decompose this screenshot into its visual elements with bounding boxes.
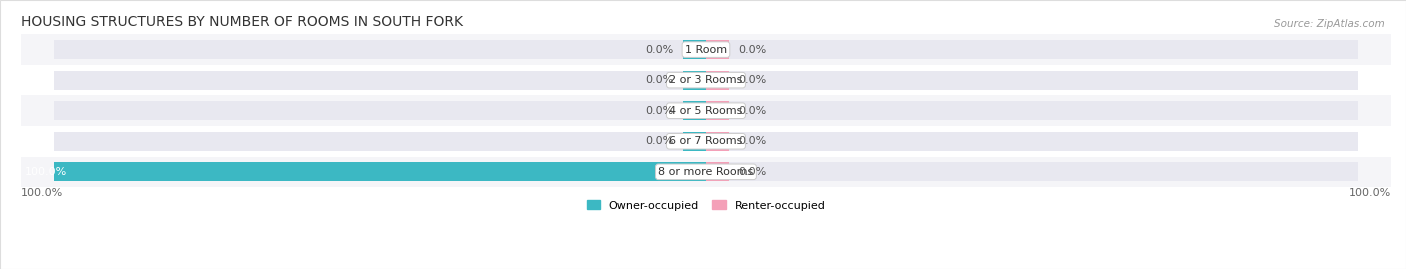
Text: 0.0%: 0.0% — [645, 136, 673, 146]
Text: 0.0%: 0.0% — [738, 167, 766, 177]
Bar — [53, 40, 706, 59]
Bar — [706, 40, 1358, 59]
Bar — [706, 162, 1358, 181]
Text: 0.0%: 0.0% — [645, 45, 673, 55]
Bar — [53, 162, 706, 181]
Text: 0.0%: 0.0% — [645, 106, 673, 116]
Bar — [21, 157, 1391, 187]
Bar — [21, 95, 1391, 126]
Bar — [53, 71, 706, 90]
Bar — [21, 34, 1391, 65]
Text: 6 or 7 Rooms: 6 or 7 Rooms — [669, 136, 742, 146]
Text: Source: ZipAtlas.com: Source: ZipAtlas.com — [1274, 19, 1385, 29]
Bar — [706, 132, 728, 151]
Text: 0.0%: 0.0% — [738, 75, 766, 85]
Text: 0.0%: 0.0% — [738, 106, 766, 116]
Text: 2 or 3 Rooms: 2 or 3 Rooms — [669, 75, 742, 85]
Bar — [53, 132, 706, 151]
Bar — [706, 71, 728, 90]
Text: 0.0%: 0.0% — [645, 75, 673, 85]
Text: HOUSING STRUCTURES BY NUMBER OF ROOMS IN SOUTH FORK: HOUSING STRUCTURES BY NUMBER OF ROOMS IN… — [21, 15, 463, 29]
Bar — [706, 162, 728, 181]
Bar — [706, 132, 1358, 151]
Text: 4 or 5 Rooms: 4 or 5 Rooms — [669, 106, 742, 116]
Bar — [683, 40, 706, 59]
Text: 1 Room: 1 Room — [685, 45, 727, 55]
Text: 0.0%: 0.0% — [738, 136, 766, 146]
Legend: Owner-occupied, Renter-occupied: Owner-occupied, Renter-occupied — [582, 196, 830, 215]
Bar — [706, 101, 728, 120]
Bar — [21, 126, 1391, 157]
Text: 100.0%: 100.0% — [24, 167, 66, 177]
Bar — [21, 65, 1391, 95]
Bar — [683, 101, 706, 120]
Text: 8 or more Rooms: 8 or more Rooms — [658, 167, 754, 177]
Bar — [706, 40, 728, 59]
Bar — [683, 132, 706, 151]
Bar — [706, 101, 1358, 120]
Bar — [53, 101, 706, 120]
Text: 0.0%: 0.0% — [738, 45, 766, 55]
Bar — [53, 162, 706, 181]
Bar — [683, 71, 706, 90]
Bar — [706, 71, 1358, 90]
Text: 100.0%: 100.0% — [1348, 188, 1391, 198]
Text: 100.0%: 100.0% — [21, 188, 63, 198]
